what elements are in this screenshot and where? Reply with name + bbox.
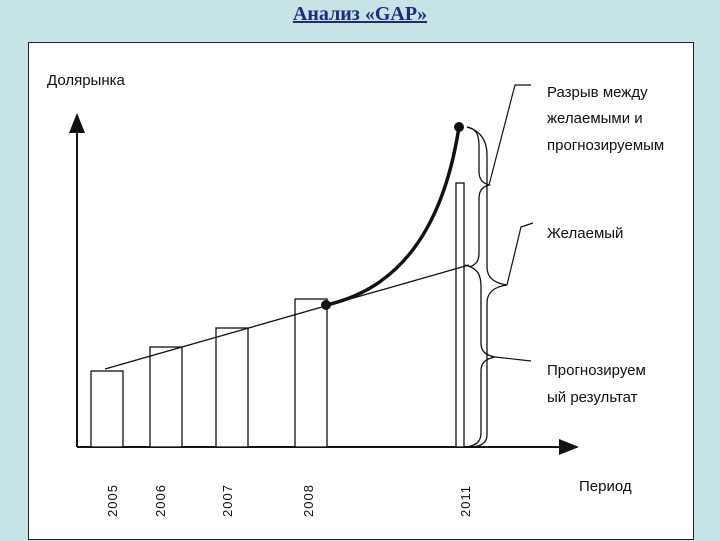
gap-annotation-line-3: прогнозируемым: [547, 137, 664, 154]
year-label-2006: 2006: [153, 484, 168, 517]
bar-2007: [215, 327, 249, 448]
x-axis-label: Период: [579, 478, 632, 495]
gap-annotation-line-1: Разрыв между: [547, 84, 648, 101]
forecast-annotation-line-1: Прогнозируем: [547, 362, 646, 379]
gap-annotation-line-2: желаемыми и: [547, 110, 643, 127]
forecast-trend-line: [104, 264, 470, 370]
year-label-2007: 2007: [220, 484, 235, 517]
curve-end-dot: [454, 122, 464, 132]
bar-2005: [90, 370, 124, 448]
curve-start-dot: [321, 300, 331, 310]
year-label-2008: 2008: [301, 484, 316, 517]
gap-leader-line: [488, 84, 531, 186]
year-label-2005: 2005: [105, 484, 120, 517]
desired-leader-line: [506, 222, 534, 286]
forecast-annotation-line-2: ый результат: [547, 389, 638, 406]
y-axis-label: Долярынка: [47, 72, 126, 89]
diagram-canvas: Долярынка Период 2005 2006 2007 2008 201…: [47, 72, 664, 517]
bar-2006: [149, 346, 183, 448]
slide-title: Анализ «GAP»: [292, 3, 428, 25]
forecast-leader-line: [494, 356, 532, 362]
desired-annotation-line-1: Желаемый: [547, 225, 623, 242]
bar-2011: [455, 182, 465, 448]
bar-2008: [294, 298, 328, 448]
gap-brace: [466, 126, 492, 268]
desired-annotation-clip: [541, 257, 651, 271]
year-label-2011: 2011: [458, 485, 473, 517]
gap-analysis-diagram: Долярынка Период 2005 2006 2007 2008 201…: [28, 42, 694, 540]
desired-curve: [325, 126, 461, 307]
desired-brace: [466, 126, 508, 448]
